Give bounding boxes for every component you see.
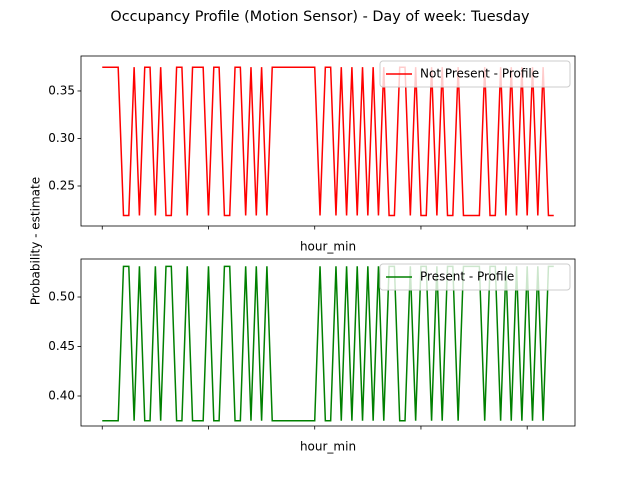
y-tick-label: 0.30 (48, 131, 75, 145)
subplot: 0.25 0.30 0.35 hour_min Not Present - Profil… (48, 55, 576, 254)
legend: Present - Profile (379, 263, 571, 291)
legend: Not Present - Profile (379, 60, 571, 88)
legend-label: Present - Profile (420, 270, 514, 284)
y-tick-label: 0.25 (48, 178, 75, 192)
legend-label: Not Present - Profile (420, 67, 539, 81)
legend-box (379, 60, 571, 88)
y-tick-label: 0.45 (48, 339, 75, 353)
figure-title: Occupancy Profile (Motion Sensor) - Day … (110, 9, 530, 25)
y-tick-label: 0.40 (48, 389, 75, 403)
x-axis-label: hour_min (300, 440, 356, 454)
y-tick-label: 0.35 (48, 83, 75, 97)
legend-box (379, 263, 571, 291)
axes-frame (80, 258, 576, 427)
y-axis-label: Probability - estimate (29, 177, 43, 305)
y-tick-label: 0.50 (48, 290, 75, 304)
axes-frame (80, 55, 576, 227)
data-line (102, 66, 554, 217)
x-axis-label: hour_min (300, 240, 356, 254)
subplot: 0.40 0.45 0.50 hour_min Present - Profile (48, 258, 576, 454)
